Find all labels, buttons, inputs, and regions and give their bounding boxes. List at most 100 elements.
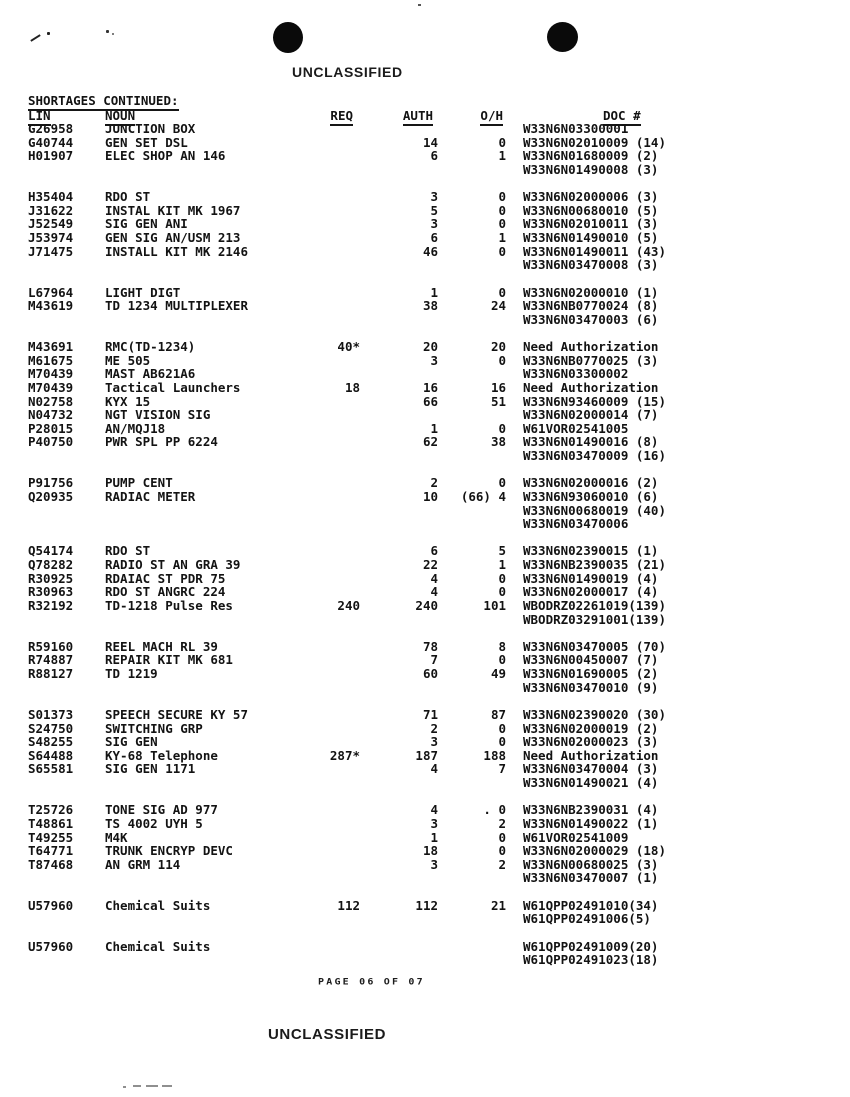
cell-oh bbox=[444, 940, 506, 954]
cell-req bbox=[300, 735, 360, 749]
cell-lin: J53974 bbox=[28, 230, 74, 245]
cell-lin bbox=[28, 953, 98, 967]
cell-req bbox=[300, 940, 360, 954]
cell-oh bbox=[444, 694, 506, 708]
cell-auth bbox=[370, 517, 438, 531]
cell-oh bbox=[444, 953, 506, 967]
cell-auth: 6 bbox=[430, 543, 438, 559]
cell-req bbox=[300, 585, 360, 599]
cell-lin bbox=[28, 313, 98, 327]
cell-noun: RADIO ST AN GRA 39 bbox=[105, 557, 241, 572]
cell-lin bbox=[28, 681, 98, 695]
table-body: G26958 JUNCTION BOX W33N6N03300001 G40744 GE… bbox=[0, 122, 850, 967]
cell-noun: INSTAL KIT MK 1967 bbox=[105, 202, 241, 218]
cell-auth: 5 bbox=[430, 202, 438, 218]
cell-auth bbox=[370, 790, 438, 804]
column-header-oh: O/H bbox=[444, 108, 506, 126]
cell-oh bbox=[444, 926, 506, 940]
cell-auth bbox=[370, 463, 438, 477]
cell-doc: W33N6NB0770025 (3) bbox=[523, 352, 659, 368]
cell-lin: N04732 bbox=[28, 407, 74, 423]
cell-noun bbox=[105, 177, 310, 191]
cell-req bbox=[300, 272, 360, 286]
cell-doc: W33N6N02000006 (3) bbox=[523, 189, 659, 205]
cell-oh bbox=[444, 531, 506, 545]
cell-req bbox=[300, 395, 360, 409]
cell-req bbox=[300, 613, 360, 627]
cell-oh: 7 bbox=[498, 761, 506, 777]
cell-noun: ME 505 bbox=[105, 352, 151, 368]
cell-auth bbox=[370, 326, 438, 340]
cell-oh: 1 bbox=[498, 230, 506, 245]
cell-noun bbox=[105, 463, 310, 477]
cell-auth bbox=[370, 871, 438, 885]
cell-noun: TD-1218 Pulse Res bbox=[105, 597, 233, 613]
cell-lin: M61675 bbox=[28, 352, 74, 368]
cell-auth bbox=[370, 163, 438, 177]
table-row: R88127 TD 1219 60 49 W33N6N01690005 (2) bbox=[0, 667, 850, 681]
cell-noun: AN GRM 114 bbox=[105, 856, 181, 872]
cell-lin bbox=[28, 885, 98, 899]
cell-req bbox=[300, 136, 360, 150]
cell-lin bbox=[28, 613, 98, 627]
cell-req: 112 bbox=[337, 897, 360, 913]
cell-noun: RDAIAC ST PDR 75 bbox=[105, 570, 226, 586]
cell-oh bbox=[444, 177, 506, 191]
cell-noun: GEN SIG AN/USM 213 bbox=[105, 230, 241, 245]
table-row: W33N6N03470009 (16) bbox=[0, 449, 850, 463]
cell-req bbox=[300, 653, 360, 667]
cell-doc: W33N6N03300002 bbox=[523, 366, 629, 382]
table-row: T49255 M4K 1 0 W61VOR02541009 bbox=[0, 830, 850, 845]
scan-mark bbox=[162, 1085, 172, 1087]
cell-auth: 3 bbox=[430, 815, 438, 831]
table-row: M61675 ME 505 3 0 W33N6NB0770025 (3) bbox=[0, 352, 850, 368]
cell-oh bbox=[444, 613, 506, 627]
cell-auth: 46 bbox=[422, 243, 438, 259]
table-row: T25726 TONE SIG AD 977 4 . 0 W33N6NB2390031 … bbox=[0, 803, 850, 817]
table-row: U57960 Chemical Suits 112 112 21 W61QPP024910… bbox=[0, 897, 850, 913]
cell-req bbox=[300, 831, 360, 845]
cell-auth: 3 bbox=[430, 189, 438, 205]
cell-noun: SIG GEN ANI bbox=[105, 216, 188, 232]
cell-lin: G26958 bbox=[28, 121, 74, 136]
cell-auth: 2 bbox=[430, 720, 438, 736]
cell-noun: GEN SET DSL bbox=[105, 134, 188, 150]
cell-lin: S48255 bbox=[28, 734, 74, 750]
cell-req bbox=[300, 490, 360, 504]
cell-req bbox=[300, 544, 360, 558]
cell-doc: W33N6N01490011 (43) bbox=[523, 243, 666, 259]
cell-lin: P28015 bbox=[28, 420, 74, 436]
cell-lin: T64771 bbox=[28, 843, 74, 859]
cell-doc: W33N6N01490019 (4) bbox=[523, 570, 659, 586]
cell-doc bbox=[523, 272, 843, 286]
cell-req bbox=[300, 667, 360, 681]
cell-lin bbox=[28, 790, 98, 804]
cell-lin bbox=[28, 449, 98, 463]
table-row: WBODRZ03291001(139) bbox=[0, 612, 850, 627]
cell-noun: RDO ST bbox=[105, 543, 151, 559]
table-row: S64488 KY-68 Telephone 287* 187 188 Need Auth… bbox=[0, 749, 850, 763]
cell-lin: S64488 bbox=[28, 747, 74, 763]
cell-oh: 101 bbox=[483, 597, 506, 613]
table-row: T87468 AN GRM 114 3 2 W33N6N00680025 (3) bbox=[0, 858, 850, 872]
table-row: R59160 REEL MACH RL 39 78 8 W33N6N03470005 (… bbox=[0, 640, 850, 654]
cell-lin: R30925 bbox=[28, 570, 74, 586]
table-row bbox=[0, 272, 850, 286]
cell-req bbox=[300, 408, 360, 422]
cell-oh bbox=[444, 517, 506, 531]
cell-req bbox=[300, 926, 360, 940]
cell-oh bbox=[444, 912, 506, 926]
cell-auth bbox=[370, 926, 438, 940]
cell-lin bbox=[28, 258, 98, 272]
cell-lin: S24750 bbox=[28, 720, 74, 736]
cell-lin: L67964 bbox=[28, 284, 74, 300]
table-row: W33N6N03470003 (6) bbox=[0, 313, 850, 327]
cell-lin: M43691 bbox=[28, 339, 74, 354]
cell-oh: 0 bbox=[498, 584, 506, 600]
cell-noun: LIGHT DIGT bbox=[105, 284, 181, 300]
cell-doc: W33N6N03470003 (6) bbox=[523, 311, 659, 327]
cell-oh: 0 bbox=[498, 284, 506, 300]
cell-oh bbox=[444, 367, 506, 381]
cell-req bbox=[300, 286, 360, 300]
